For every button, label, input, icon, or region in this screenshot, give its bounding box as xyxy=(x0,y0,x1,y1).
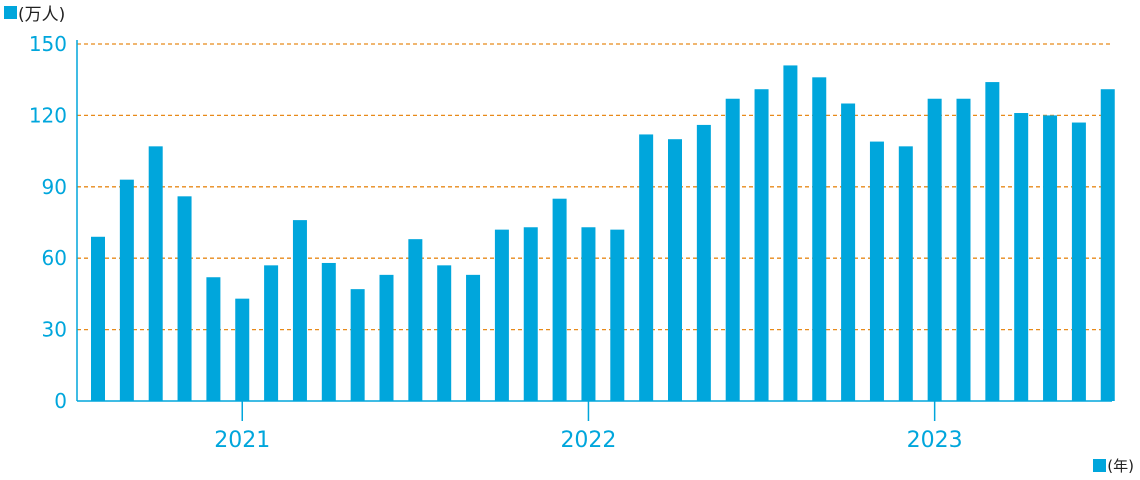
bar xyxy=(783,65,798,402)
bar xyxy=(552,198,567,401)
bar xyxy=(379,274,394,401)
bar xyxy=(1043,115,1058,402)
bar xyxy=(610,229,625,401)
y-tick-label: 150 xyxy=(29,32,67,56)
y-tick-label: 120 xyxy=(29,103,67,127)
x-tick-label: 2023 xyxy=(907,428,963,453)
bar xyxy=(869,141,884,401)
bar xyxy=(91,236,105,401)
bar xyxy=(321,262,336,401)
y-unit-text: (万人) xyxy=(18,5,66,25)
bar xyxy=(898,146,913,401)
bar xyxy=(264,265,279,401)
bar xyxy=(235,298,250,401)
y-tick-label: 30 xyxy=(42,318,67,342)
bar xyxy=(350,289,365,401)
bar xyxy=(927,98,942,402)
bar xyxy=(177,196,192,401)
bar xyxy=(466,274,481,401)
x-unit-label: (年) xyxy=(1093,455,1134,476)
bar xyxy=(581,227,596,401)
bar xyxy=(494,229,509,401)
bar xyxy=(725,98,740,402)
y-unit-label: (万人) xyxy=(4,0,65,25)
bar xyxy=(956,98,971,402)
bar xyxy=(668,139,682,401)
bar xyxy=(639,134,654,401)
bar xyxy=(437,265,452,401)
y-tick-label: 90 xyxy=(42,175,67,199)
legend-square-icon xyxy=(4,6,17,19)
bar xyxy=(523,227,538,401)
x-tick-label: 2021 xyxy=(214,428,270,453)
bar xyxy=(1014,113,1029,402)
legend-square-icon xyxy=(1093,459,1107,472)
bar xyxy=(696,124,711,402)
bar xyxy=(841,103,856,401)
bar xyxy=(1071,122,1086,401)
bar xyxy=(148,146,163,401)
x-unit-text: (年) xyxy=(1107,457,1134,475)
bar xyxy=(408,239,423,401)
x-tick-label: 2022 xyxy=(560,428,616,453)
y-tick-label: 60 xyxy=(42,246,67,270)
bar xyxy=(119,179,134,401)
bar xyxy=(206,277,221,401)
bar xyxy=(812,77,827,401)
y-tick-label: 0 xyxy=(54,389,67,413)
bar xyxy=(754,89,769,401)
bar xyxy=(292,220,307,401)
bar xyxy=(985,82,1000,401)
bar xyxy=(1100,89,1115,401)
